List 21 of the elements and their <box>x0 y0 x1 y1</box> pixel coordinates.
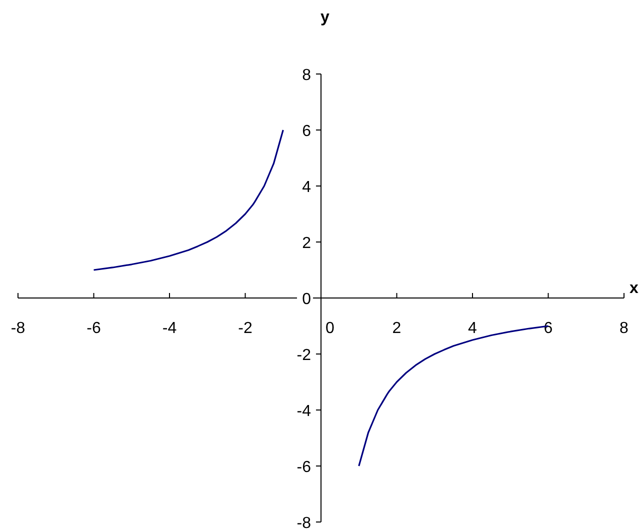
x-tick-label: -2 <box>238 320 252 337</box>
x-tick-label: -8 <box>10 320 26 337</box>
x-tick-label: 8 <box>620 320 629 337</box>
x-tick-label: 6 <box>544 320 553 337</box>
x-tick-label: 0 <box>326 320 335 337</box>
x-axis-title: x <box>630 280 639 297</box>
y-tick-label: -4 <box>296 403 312 420</box>
x-tick-label: 2 <box>392 320 402 337</box>
x-tick-label: 4 <box>468 320 478 337</box>
line-series <box>92 129 284 271</box>
x-tick-label: -6 <box>86 320 101 337</box>
y-tick-label: 4 <box>302 179 312 196</box>
y-tick-label: -8 <box>296 515 312 532</box>
y-tick-label: 8 <box>302 67 312 84</box>
y-tick-label: -6 <box>296 459 312 476</box>
y-tick-label: 2 <box>302 235 312 252</box>
y-tick-label: 0 <box>302 291 312 308</box>
y-tick-label: -2 <box>296 347 312 364</box>
y-axis-title: y <box>320 9 330 26</box>
y-tick-label: 6 <box>302 123 312 140</box>
x-tick-label: -4 <box>162 320 177 337</box>
